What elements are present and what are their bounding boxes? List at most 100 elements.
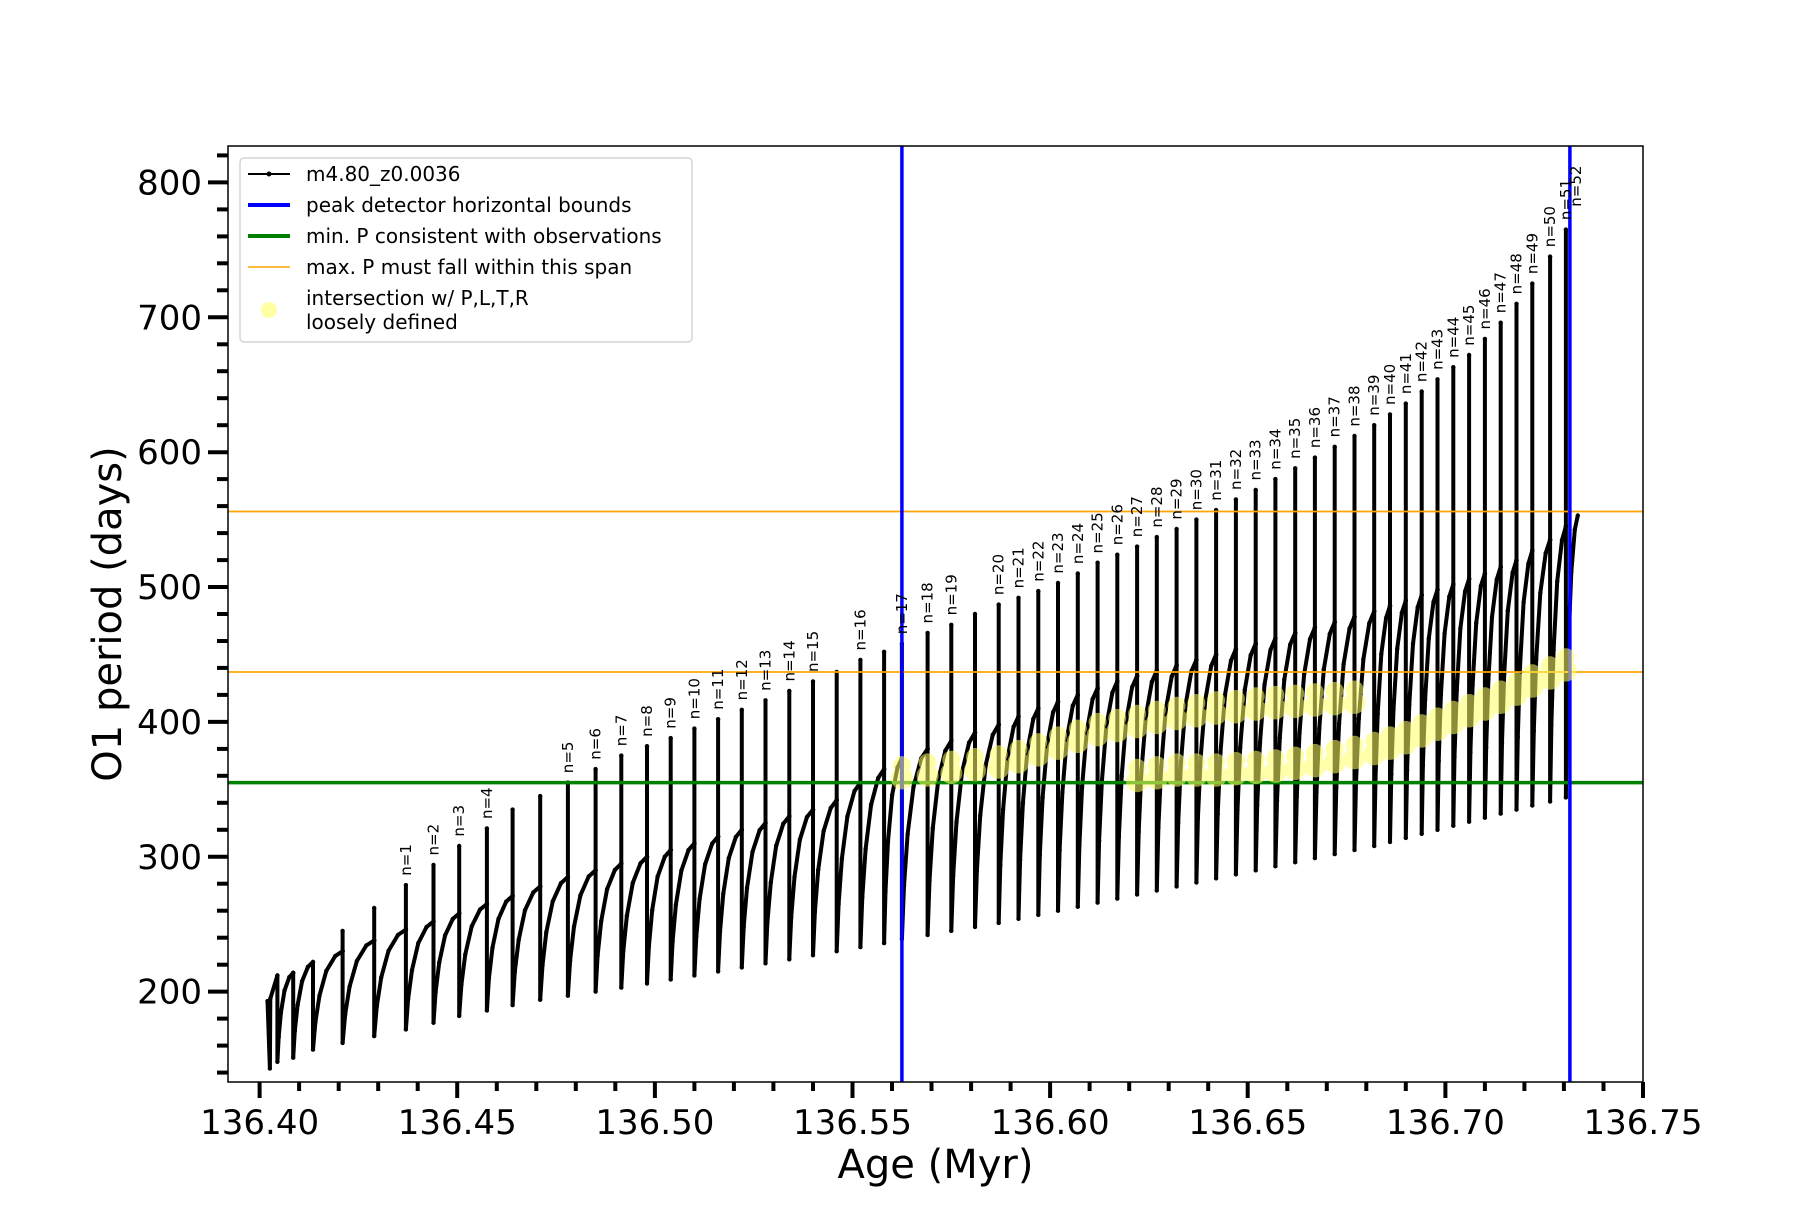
intersection-marker xyxy=(1226,752,1245,770)
intersection-marker xyxy=(1066,731,1089,754)
series-point xyxy=(1194,517,1199,522)
n-label: n=24 xyxy=(1069,523,1087,564)
series-point xyxy=(1194,657,1199,663)
n-label: n=35 xyxy=(1286,418,1304,459)
series-point xyxy=(1079,784,1085,789)
series-point xyxy=(1332,619,1337,625)
series-point xyxy=(1482,336,1488,342)
series-point xyxy=(340,1040,345,1046)
series-point xyxy=(1055,699,1061,704)
series-segment xyxy=(787,808,815,962)
series-point xyxy=(1213,876,1219,881)
series-point xyxy=(1547,799,1553,804)
series-point xyxy=(692,726,697,731)
series-point xyxy=(1547,537,1553,542)
series-point xyxy=(925,630,930,636)
series-point xyxy=(655,874,660,879)
intersection-marker xyxy=(1224,701,1247,724)
intersection-marker xyxy=(1088,712,1107,731)
n-label: n=41 xyxy=(1397,353,1415,394)
series-point xyxy=(1356,716,1362,721)
n-label: n=18 xyxy=(919,582,937,623)
series-point xyxy=(595,953,600,958)
series-point xyxy=(305,964,311,969)
series-point xyxy=(1499,740,1505,745)
series-point xyxy=(1129,685,1135,690)
series-point xyxy=(565,993,571,998)
n-label: n=50 xyxy=(1541,206,1559,247)
series-point xyxy=(1458,626,1463,631)
series-point xyxy=(354,958,360,964)
series-point xyxy=(692,973,697,978)
series-point xyxy=(558,880,564,886)
series-point xyxy=(1253,641,1258,646)
series-point xyxy=(565,874,571,880)
series-point xyxy=(1403,598,1409,603)
series-point xyxy=(1096,838,1102,843)
series-point xyxy=(966,740,972,745)
series-point xyxy=(484,826,490,831)
n-label: n=49 xyxy=(1523,233,1541,274)
x-tick-label: 136.65 xyxy=(1188,1103,1307,1143)
series-segment xyxy=(692,835,720,978)
x-tick-label: 136.60 xyxy=(991,1103,1110,1143)
series-point xyxy=(739,707,744,712)
intersection-marker xyxy=(916,764,939,787)
series-point xyxy=(1288,642,1293,647)
series-point xyxy=(1442,631,1447,636)
intersection-marker xyxy=(1264,697,1287,720)
series-point xyxy=(1410,641,1416,646)
series-point xyxy=(876,775,881,781)
series-point xyxy=(531,890,536,895)
series-point xyxy=(1530,548,1535,553)
series-point xyxy=(1517,664,1523,670)
series-point xyxy=(1257,740,1263,745)
series-point xyxy=(291,1055,296,1060)
series-point xyxy=(1273,476,1278,482)
series-point xyxy=(774,843,779,848)
series-point xyxy=(816,867,821,873)
series-point xyxy=(821,828,826,834)
series-point xyxy=(333,953,338,959)
series-point xyxy=(395,932,401,938)
series-point xyxy=(905,832,910,837)
series-point xyxy=(1559,537,1565,543)
series-point xyxy=(484,901,490,907)
series-point xyxy=(715,717,721,722)
intersection-marker xyxy=(1475,687,1494,706)
intersection-marker xyxy=(1303,755,1326,778)
series-point xyxy=(1466,576,1472,582)
series-point xyxy=(1375,711,1380,717)
series-point xyxy=(670,939,675,944)
series-segment xyxy=(811,798,839,958)
series-point xyxy=(496,916,501,921)
intersection-marker xyxy=(1147,700,1166,719)
intersection-marker xyxy=(1305,683,1324,702)
series-point xyxy=(828,805,833,811)
series-segment xyxy=(739,821,768,970)
series-point xyxy=(1077,843,1082,848)
intersection-marker xyxy=(1145,767,1168,790)
series-point xyxy=(512,969,517,975)
intersection-marker xyxy=(987,756,1010,779)
series-segment xyxy=(311,949,344,1052)
series-point xyxy=(612,867,618,873)
series-point xyxy=(372,938,377,943)
series-segment xyxy=(763,815,791,966)
series-point xyxy=(1037,852,1043,858)
series-point xyxy=(911,784,916,790)
series-point xyxy=(974,868,980,873)
series-point xyxy=(431,919,436,924)
intersection-marker xyxy=(1049,726,1067,745)
intersection-marker xyxy=(1266,749,1285,768)
n-label: n=33 xyxy=(1247,439,1265,480)
series-point xyxy=(403,882,409,888)
n-label: n=9 xyxy=(662,697,680,729)
series-point xyxy=(1070,703,1076,708)
series-point xyxy=(1502,672,1507,677)
series-point xyxy=(340,928,345,934)
series-point xyxy=(1367,621,1372,626)
y-tick-label: 300 xyxy=(137,838,202,878)
y-tick-label: 400 xyxy=(137,703,202,743)
